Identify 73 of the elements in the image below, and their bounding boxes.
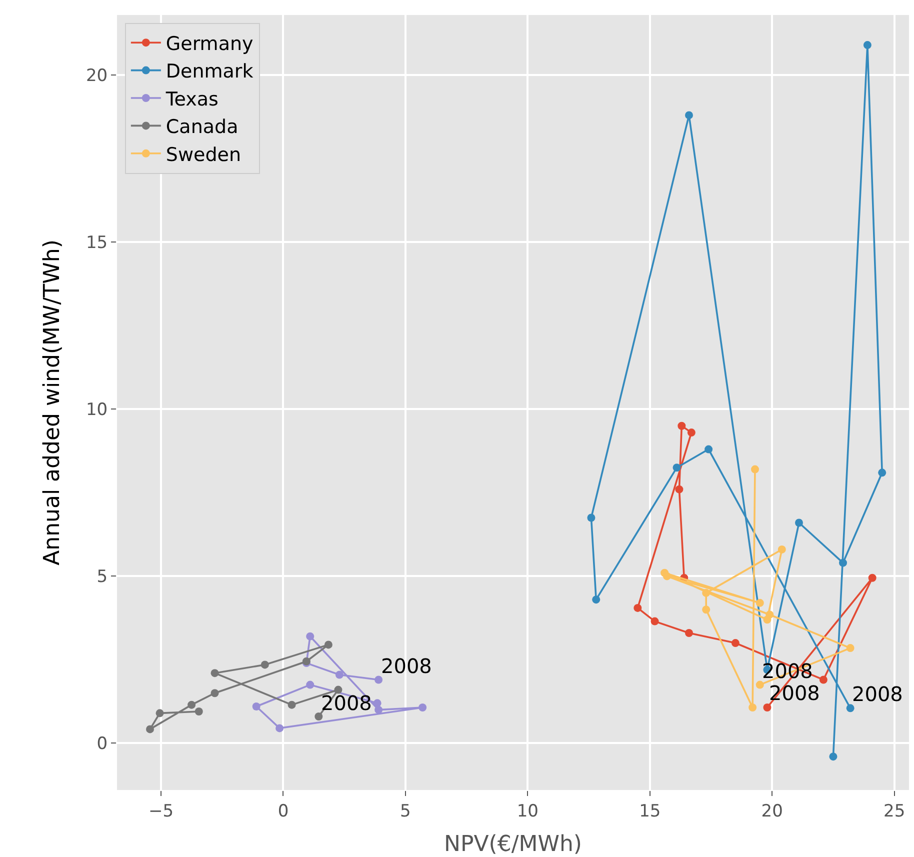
point bbox=[334, 686, 342, 694]
y-tick-label: 0 bbox=[96, 734, 108, 754]
point bbox=[878, 468, 886, 477]
y-tick-label: 5 bbox=[96, 567, 108, 588]
point bbox=[678, 422, 686, 430]
y-tick-label: 15 bbox=[86, 233, 108, 254]
point bbox=[373, 699, 382, 708]
point bbox=[863, 41, 872, 50]
annotation: 2008 bbox=[852, 682, 903, 706]
point bbox=[260, 660, 269, 669]
point bbox=[702, 606, 710, 614]
x-tick-label: 15 bbox=[639, 801, 661, 822]
point bbox=[276, 724, 284, 732]
point bbox=[306, 632, 314, 640]
point bbox=[314, 712, 323, 721]
point bbox=[374, 676, 383, 684]
point bbox=[846, 704, 854, 712]
point bbox=[374, 706, 383, 714]
point bbox=[156, 709, 164, 718]
point bbox=[868, 574, 876, 582]
x-tick-label: 20 bbox=[761, 801, 783, 822]
x-tick-label: 25 bbox=[884, 801, 906, 822]
legend-label: Denmark bbox=[166, 60, 254, 83]
point bbox=[288, 700, 296, 709]
y-tick-label: 10 bbox=[86, 400, 108, 420]
point bbox=[778, 545, 786, 554]
point bbox=[756, 598, 764, 607]
legend-label: Sweden bbox=[166, 144, 242, 166]
legend-label: Texas bbox=[164, 88, 218, 110]
point bbox=[252, 702, 260, 710]
annotation: 2008 bbox=[381, 654, 432, 678]
annotation: 2008 bbox=[321, 691, 372, 715]
point bbox=[188, 700, 196, 709]
point bbox=[634, 604, 642, 612]
point bbox=[795, 518, 803, 527]
point bbox=[829, 752, 838, 761]
point bbox=[592, 596, 600, 604]
point bbox=[751, 465, 759, 474]
point bbox=[685, 111, 693, 120]
point bbox=[748, 703, 757, 712]
point bbox=[763, 703, 772, 712]
point bbox=[418, 703, 427, 712]
point bbox=[210, 689, 219, 698]
y-axis-title: Annual added wind(MW/TWh) bbox=[40, 240, 65, 566]
point bbox=[687, 428, 696, 437]
point bbox=[756, 680, 764, 689]
point bbox=[663, 572, 671, 580]
point bbox=[704, 445, 713, 454]
point bbox=[702, 588, 710, 597]
x-tick-label: 0 bbox=[278, 801, 289, 822]
point bbox=[819, 676, 828, 684]
point bbox=[685, 629, 693, 637]
point bbox=[650, 617, 659, 626]
point bbox=[587, 514, 596, 522]
point bbox=[146, 725, 154, 734]
legend-label: Canada bbox=[166, 116, 238, 138]
point bbox=[675, 485, 684, 494]
point bbox=[335, 670, 344, 679]
point bbox=[672, 464, 681, 472]
point bbox=[210, 669, 219, 678]
point bbox=[194, 708, 203, 716]
point bbox=[731, 639, 740, 648]
point bbox=[839, 558, 847, 567]
x-tick-label: 10 bbox=[516, 801, 538, 822]
point bbox=[324, 640, 332, 649]
legend-label: Germany bbox=[166, 33, 254, 56]
x-tick-label: 5 bbox=[400, 801, 411, 822]
x-tick-label: −5 bbox=[148, 801, 174, 822]
x-axis-title: NPV(€/MWh) bbox=[444, 832, 582, 857]
y-tick-label: 20 bbox=[86, 66, 108, 86]
point bbox=[306, 680, 314, 689]
point bbox=[766, 610, 774, 619]
point bbox=[846, 644, 854, 652]
